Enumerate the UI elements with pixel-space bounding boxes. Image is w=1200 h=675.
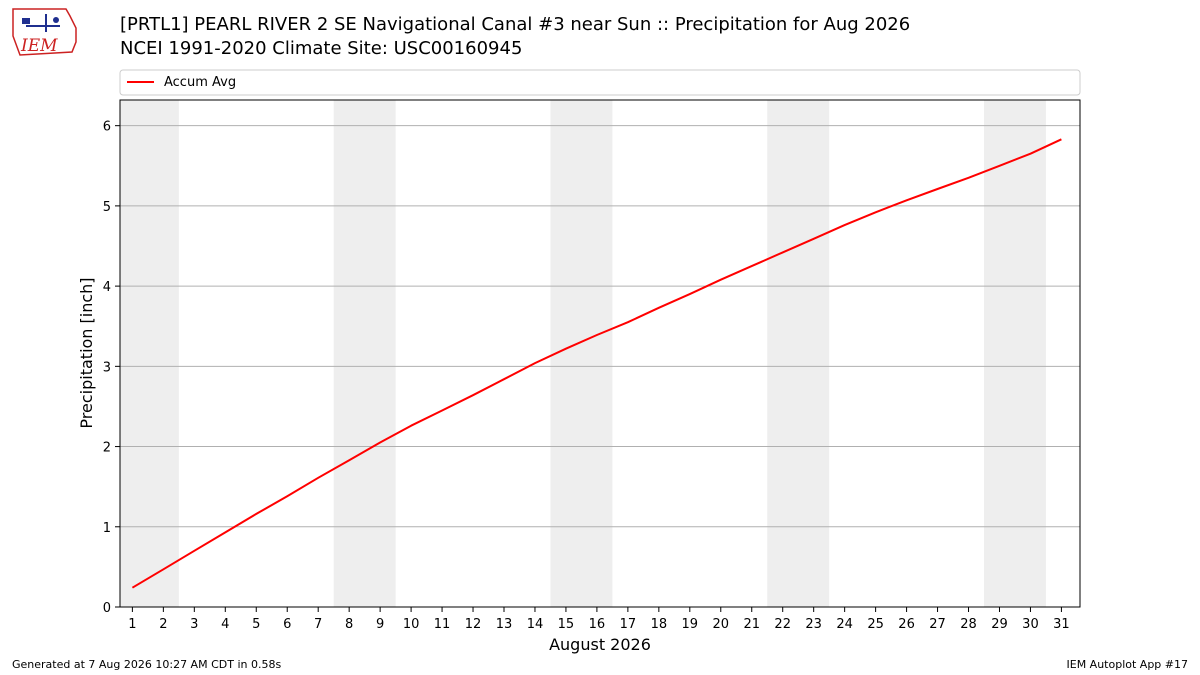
x-tick-label-3: 3 [190, 617, 198, 632]
x-tick-label-8: 8 [345, 617, 353, 632]
weekend-band-2 [333, 100, 396, 607]
x-tick-label-1: 1 [128, 617, 136, 632]
x-tick-label-24: 24 [836, 617, 853, 632]
x-tick-label-16: 16 [589, 617, 606, 632]
x-tick-label-17: 17 [620, 617, 637, 632]
x-tick-label-5: 5 [252, 617, 260, 632]
y-tick-label-3: 3 [103, 360, 111, 375]
x-tick-label-26: 26 [898, 617, 915, 632]
x-tick-label-14: 14 [527, 617, 544, 632]
x-tick-label-4: 4 [221, 617, 229, 632]
x-tick-label-27: 27 [929, 617, 946, 632]
x-tick-label-31: 31 [1053, 617, 1070, 632]
chart-title-line2: NCEI 1991-2020 Climate Site: USC00160945 [120, 38, 522, 59]
x-tick-label-20: 20 [713, 617, 730, 632]
series-line-accum-avg [131, 138, 1062, 589]
x-tick-label-22: 22 [774, 617, 791, 632]
y-tick-label-1: 1 [103, 521, 111, 536]
x-tick-label-15: 15 [558, 617, 575, 632]
y-tick-label-0: 0 [103, 601, 111, 616]
y-tick-label-2: 2 [103, 441, 111, 456]
gridlines [120, 125, 1080, 528]
weekend-band-1 [120, 100, 179, 607]
x-tick-label-19: 19 [682, 617, 699, 632]
y-axis-label: Precipitation [inch] [77, 277, 96, 428]
weekend-bands [120, 100, 1046, 607]
x-tick-label-7: 7 [314, 617, 322, 632]
chart-title-line1: [PRTL1] PEARL RIVER 2 SE Navigational Ca… [120, 14, 910, 35]
logo-text: IEM [20, 36, 58, 56]
x-tick-label-13: 13 [496, 617, 513, 632]
x-tick-label-12: 12 [465, 617, 482, 632]
weekend-band-5 [984, 100, 1046, 607]
x-axis-ticks: 1 2 3 4 5 6 7 8 9 10 11 12 13 14 15 16 17 18 19 20 21 22 23 24 2… [128, 607, 1070, 632]
x-tick-label-21: 21 [743, 617, 760, 632]
y-tick-label-5: 5 [103, 200, 111, 215]
x-tick-label-11: 11 [434, 617, 451, 632]
legend-box [119, 69, 1081, 96]
x-tick-label-2: 2 [159, 617, 167, 632]
y-tick-label-6: 6 [103, 120, 111, 135]
x-tick-label-6: 6 [283, 617, 291, 632]
x-tick-label-25: 25 [867, 617, 884, 632]
x-tick-label-18: 18 [651, 617, 668, 632]
footer-generated-text: Generated at 7 Aug 2026 10:27 AM CDT in … [12, 658, 282, 671]
footer-app-label: IEM Autoplot App #17 [1066, 658, 1189, 671]
x-tick-label-28: 28 [960, 617, 977, 632]
y-tick-label-4: 4 [103, 280, 111, 295]
x-tick-label-29: 29 [991, 617, 1008, 632]
weekend-band-3 [550, 100, 613, 607]
series-layer [131, 138, 1062, 589]
plot-frame [119, 99, 1081, 608]
y-axis-ticks: 0 1 2 3 4 5 6 [103, 120, 120, 616]
legend: Accum Avg [119, 69, 1081, 96]
weekend-band-4 [767, 100, 830, 607]
x-axis-label: August 2026 [549, 635, 651, 654]
x-tick-label-30: 30 [1022, 617, 1039, 632]
iem-logo: IEM [12, 8, 77, 56]
x-tick-label-10: 10 [403, 617, 420, 632]
x-tick-label-23: 23 [805, 617, 822, 632]
legend-label-accum-avg: Accum Avg [164, 75, 236, 90]
x-tick-label-9: 9 [376, 617, 384, 632]
